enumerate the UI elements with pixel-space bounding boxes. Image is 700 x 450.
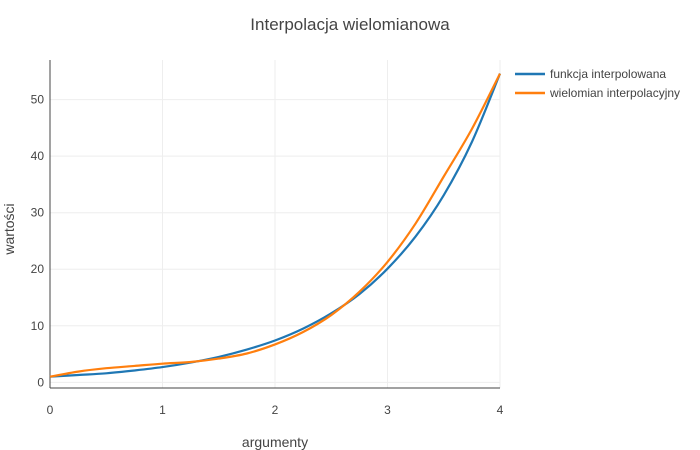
series-line-1 bbox=[49, 73, 502, 378]
grid bbox=[50, 60, 501, 388]
x-tick-label: 1 bbox=[159, 403, 166, 417]
series-line-2 bbox=[49, 73, 501, 378]
y-axis-title: wartości bbox=[1, 203, 17, 255]
x-tick-label: 2 bbox=[272, 403, 279, 417]
legend: funkcja interpolowana wielomian interpol… bbox=[515, 67, 680, 100]
y-tick-label: 10 bbox=[31, 319, 45, 333]
y-tick-label: 30 bbox=[31, 206, 45, 220]
y-tick-label: 40 bbox=[31, 149, 45, 163]
x-tick-label: 4 bbox=[497, 403, 504, 417]
legend-label-series-1: funkcja interpolowana bbox=[550, 67, 666, 81]
x-tick-label: 3 bbox=[384, 403, 391, 417]
series bbox=[49, 73, 502, 378]
y-tick-label: 50 bbox=[31, 93, 45, 107]
y-tick-label: 0 bbox=[37, 375, 44, 389]
x-tick-label: 0 bbox=[47, 403, 54, 417]
axes bbox=[49, 60, 500, 389]
chart-title: Interpolacja wielomianowa bbox=[250, 15, 450, 34]
y-tick-label: 20 bbox=[31, 262, 45, 276]
legend-label-series-2: wielomian interpolacyjny bbox=[549, 86, 680, 100]
x-axis-title: argumenty bbox=[242, 434, 308, 450]
